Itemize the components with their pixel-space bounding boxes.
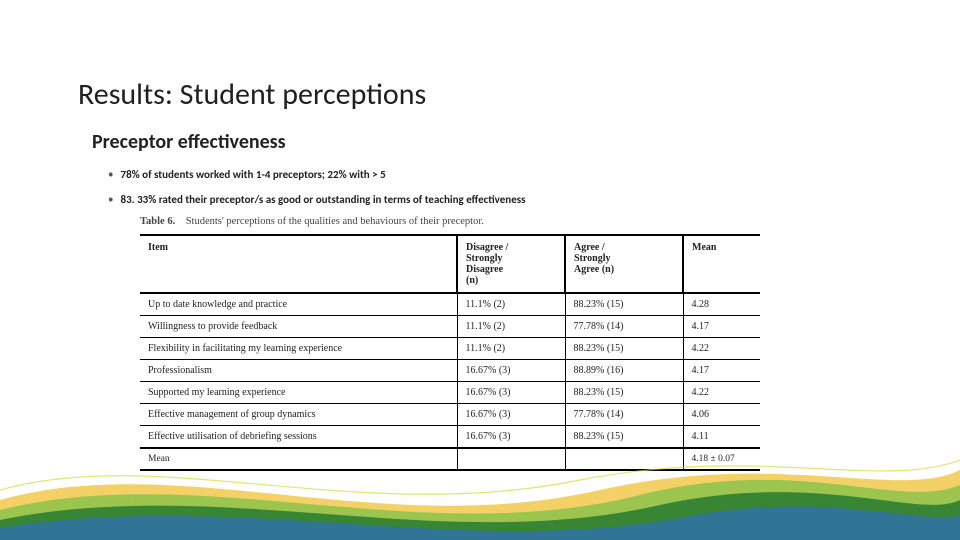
cell-mean: 4.06 [683, 404, 760, 426]
cell-agree: 88.23% (15) [565, 293, 683, 316]
cell-agree: 88.23% (15) [565, 382, 683, 404]
cell-disagree: 16.67% (3) [457, 404, 565, 426]
cell-item: Supported my learning experience [140, 382, 457, 404]
cell-item: Effective utilisation of debriefing sess… [140, 426, 457, 449]
cell-mean: 4.22 [683, 382, 760, 404]
cell-agree: 88.89% (16) [565, 360, 683, 382]
bullet-marker: • [108, 168, 118, 181]
col-disagree: Disagree /StronglyDisagree(n) [457, 235, 565, 293]
cell-mean: 4.28 [683, 293, 760, 316]
cell-mean-value: 4.18 ± 0.07 [683, 448, 760, 470]
table-row: Up to date knowledge and practice 11.1% … [140, 293, 760, 316]
cell-agree: 88.23% (15) [565, 338, 683, 360]
table-row: Willingness to provide feedback 11.1% (2… [140, 316, 760, 338]
bullet-list: • 78% of students worked with 1-4 precep… [108, 168, 526, 218]
cell-mean-blank [565, 448, 683, 470]
cell-item: Effective management of group dynamics [140, 404, 457, 426]
data-table: Item Disagree /StronglyDisagree(n) Agree… [140, 234, 760, 471]
cell-item: Flexibility in facilitating my learning … [140, 338, 457, 360]
table-row: Effective utilisation of debriefing sess… [140, 426, 760, 449]
cell-disagree: 11.1% (2) [457, 338, 565, 360]
cell-mean-label: Mean [140, 448, 457, 470]
data-table-wrap: Item Disagree /StronglyDisagree(n) Agree… [140, 234, 760, 471]
table-caption-label: Table 6. [140, 216, 175, 227]
table-caption: Table 6. Students' perceptions of the qu… [140, 216, 484, 227]
cell-disagree: 16.67% (3) [457, 426, 565, 449]
col-item: Item [140, 235, 457, 293]
cell-mean: 4.17 [683, 316, 760, 338]
col-agree: Agree /StronglyAgree (n) [565, 235, 683, 293]
cell-disagree: 11.1% (2) [457, 293, 565, 316]
bullet-text: 78% of students worked with 1-4 precepto… [121, 168, 386, 181]
footer-line2: 2016 [72, 509, 92, 522]
bullet-text: 83. 33% rated their preceptor/s as good … [121, 193, 526, 206]
cell-item: Up to date knowledge and practice [140, 293, 457, 316]
bullet-item: • 78% of students worked with 1-4 precep… [108, 168, 526, 181]
cell-mean: 4.11 [683, 426, 760, 449]
cell-mean: 4.22 [683, 338, 760, 360]
slide-subtitle: Preceptor effectiveness [92, 130, 286, 154]
cell-item: Willingness to provide feedback [140, 316, 457, 338]
table-caption-text: Students' perceptions of the qualities a… [186, 216, 484, 227]
footer-line1: Griffith School [72, 496, 130, 509]
table-mean-row: Mean 4.18 ± 0.07 [140, 448, 760, 470]
table-row: Flexibility in facilitating my learning … [140, 338, 760, 360]
slide: Results: Student perceptions Preceptor e… [0, 0, 960, 540]
table-row: Professionalism 16.67% (3) 88.89% (16) 4… [140, 360, 760, 382]
cell-disagree: 16.67% (3) [457, 382, 565, 404]
table-body: Up to date knowledge and practice 11.1% … [140, 293, 760, 470]
footer: Griffith School 2016 [72, 496, 130, 522]
cell-disagree: 11.1% (2) [457, 316, 565, 338]
col-mean: Mean [683, 235, 760, 293]
cell-agree: 77.78% (14) [565, 316, 683, 338]
cell-disagree: 16.67% (3) [457, 360, 565, 382]
cell-mean-blank [457, 448, 565, 470]
cell-agree: 88.23% (15) [565, 426, 683, 449]
cell-mean: 4.17 [683, 360, 760, 382]
table-row: Supported my learning experience 16.67% … [140, 382, 760, 404]
bullet-item: • 83. 33% rated their preceptor/s as goo… [108, 193, 526, 206]
table-row: Effective management of group dynamics 1… [140, 404, 760, 426]
cell-item: Professionalism [140, 360, 457, 382]
slide-title: Results: Student perceptions [78, 78, 426, 111]
cell-agree: 77.78% (14) [565, 404, 683, 426]
table-header-row: Item Disagree /StronglyDisagree(n) Agree… [140, 235, 760, 293]
bullet-marker: • [108, 193, 118, 206]
